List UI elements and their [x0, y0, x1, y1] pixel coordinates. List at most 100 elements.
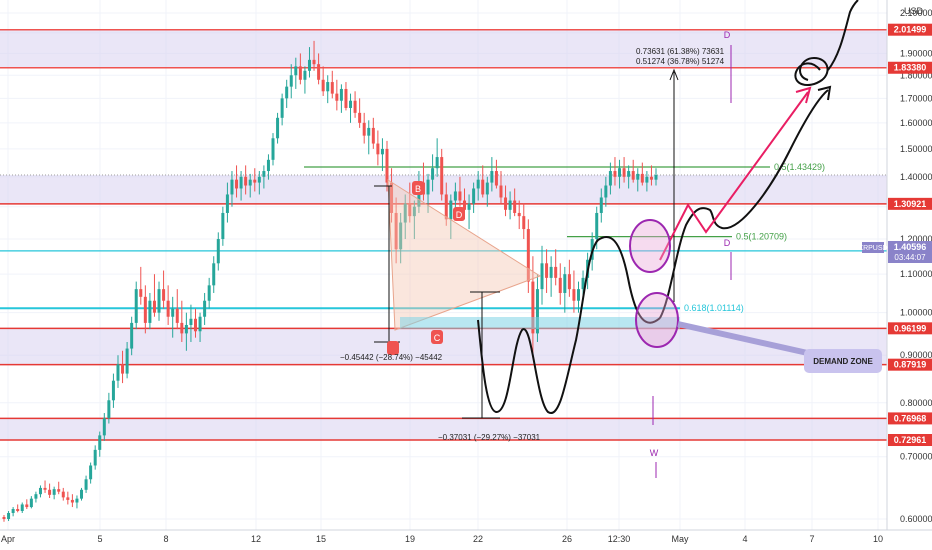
- drop-annotation-2: −0.37031 (−29.27%) −37031: [438, 433, 541, 442]
- candle: [440, 148, 444, 201]
- candle: [531, 256, 535, 356]
- candle: [649, 165, 653, 186]
- price-tag-label: 1.83380: [894, 63, 927, 73]
- price-zone: [0, 418, 887, 441]
- candle: [339, 84, 343, 113]
- candle: [198, 312, 202, 342]
- candle: [636, 168, 640, 192]
- pattern-label-c: C: [434, 333, 441, 343]
- price-zone: [0, 175, 887, 204]
- candle: [203, 292, 207, 325]
- candle: [216, 232, 220, 271]
- candle: [116, 355, 120, 388]
- candle: [622, 157, 626, 183]
- candle: [189, 304, 193, 342]
- candle: [11, 507, 15, 517]
- y-tick-label: 1.60000: [900, 118, 932, 128]
- y-tick-label: 1.90000: [900, 48, 932, 58]
- candle: [257, 171, 261, 195]
- y-tick-label: 1.70000: [900, 93, 932, 103]
- candle: [20, 502, 24, 513]
- candle: [435, 138, 439, 177]
- candle: [102, 413, 106, 441]
- candle: [403, 194, 407, 240]
- x-tick-label: May: [671, 534, 689, 544]
- candle: [121, 350, 125, 384]
- candle: [312, 40, 316, 71]
- projection-annotation-1: 0.73631 (61.38%) 73631: [636, 47, 725, 56]
- candle: [362, 112, 366, 144]
- candle: [89, 462, 93, 484]
- candle: [171, 296, 175, 338]
- candle: [66, 491, 70, 505]
- price-tag-label: 1.30921: [894, 199, 927, 209]
- candle: [431, 154, 435, 192]
- y-tick-label: 2.10000: [900, 8, 932, 18]
- projection-path-red: [659, 91, 809, 261]
- candle: [449, 194, 453, 240]
- candle: [166, 285, 170, 325]
- candle: [627, 165, 631, 189]
- candle: [16, 504, 20, 513]
- candle: [75, 495, 79, 509]
- candle: [499, 171, 503, 204]
- pattern-label-bg-b: [412, 181, 424, 195]
- fib-label: 0.618(1.01114): [684, 303, 744, 313]
- candle: [93, 445, 97, 470]
- candle: [289, 64, 293, 99]
- candle: [371, 117, 375, 149]
- candle: [152, 274, 156, 317]
- candle: [608, 162, 612, 195]
- candle: [558, 263, 562, 305]
- price-tag: 0.96199: [888, 322, 932, 335]
- candle: [358, 98, 362, 128]
- candle: [34, 491, 38, 503]
- candle: [25, 499, 29, 510]
- candle: [426, 173, 430, 213]
- fib-label: 0.5(1.20709): [736, 232, 787, 242]
- candle: [599, 188, 603, 223]
- candle: [458, 176, 462, 207]
- candle: [107, 392, 111, 424]
- y-tick-label: 0.90000: [900, 350, 932, 360]
- symbol-label: XRPUSD: [858, 245, 887, 252]
- candle: [134, 281, 138, 330]
- red-arrowhead: [795, 86, 812, 104]
- fib-label: 0.5(1.43429): [774, 162, 825, 172]
- candle: [52, 486, 56, 500]
- price-zone: [0, 328, 887, 365]
- price-zones: 0.5(1.43429) 0.5(1.20709) 0.618(1.01114): [0, 28, 887, 441]
- demand-zone-rect: [400, 317, 680, 329]
- price-tag-label: 0.87919: [894, 360, 927, 370]
- x-axis: Apr 5 8 12 15 19 22 26 12:30 May 4 7 10: [1, 534, 883, 544]
- x-tick-label: Apr: [1, 534, 15, 544]
- candle: [513, 188, 517, 217]
- candle: [239, 171, 243, 201]
- candle: [175, 289, 179, 330]
- candle: [193, 308, 197, 338]
- candle: [221, 206, 225, 246]
- pattern-label-bg-a: [387, 341, 399, 355]
- candle: [540, 245, 544, 305]
- candle: [517, 200, 521, 230]
- price-tag: 0.76968: [888, 412, 932, 425]
- y-tick-label: 0.60000: [900, 514, 932, 524]
- candle: [576, 281, 580, 313]
- y-tick-label: 1.50000: [900, 144, 932, 154]
- candle: [567, 259, 571, 297]
- price-tag-label: 0.72961: [894, 435, 927, 445]
- candle: [207, 277, 211, 309]
- candle: [125, 341, 129, 379]
- price-tag-label: 2.01499: [894, 25, 927, 35]
- demand-zone-callout: [804, 349, 882, 373]
- projection-arrowhead: [669, 68, 679, 81]
- candle: [162, 270, 166, 309]
- price-tag: 1.83380: [888, 61, 932, 74]
- price-tag: 0.87919: [888, 358, 932, 371]
- candle: [266, 154, 270, 180]
- triangle-pattern: [387, 179, 542, 331]
- candle: [549, 256, 553, 297]
- w-pattern-path: [477, 235, 661, 415]
- candle: [618, 159, 622, 189]
